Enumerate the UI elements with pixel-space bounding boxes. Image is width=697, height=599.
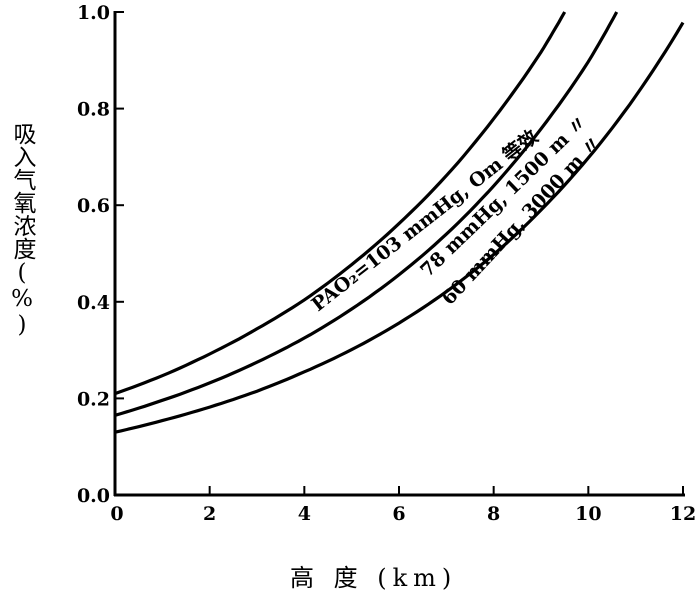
- x-tick-label: 10: [575, 503, 601, 525]
- series-line-3: [114, 21, 685, 434]
- y-tick-label: 0.2: [77, 388, 110, 410]
- series-line-1: [114, 11, 567, 396]
- x-axis-title: 高 度 (km): [290, 564, 458, 592]
- x-tick-label: 6: [392, 503, 405, 525]
- x-tick-label: 2: [203, 503, 216, 525]
- x-tick-label: 0: [110, 503, 123, 525]
- y-tick-label: 0.0: [77, 485, 110, 507]
- y-tick-label: 0.8: [77, 99, 110, 121]
- x-tick-label: 8: [487, 503, 500, 525]
- x-tick-label: 4: [298, 503, 311, 525]
- series-line-2: [114, 11, 619, 417]
- curves: [114, 11, 685, 434]
- y-tick-label: 0.4: [77, 292, 110, 314]
- y-axis-title: 吸入气氧浓度(%): [9, 122, 35, 338]
- axes: 0.0 0.2 0.4 0.6 0.8 1.0 0 2 4 6 8 10 12: [77, 2, 696, 525]
- y-tick-label: 0.6: [77, 195, 110, 217]
- x-tick-label: 12: [670, 503, 696, 525]
- y-tick-label: 1.0: [77, 2, 110, 24]
